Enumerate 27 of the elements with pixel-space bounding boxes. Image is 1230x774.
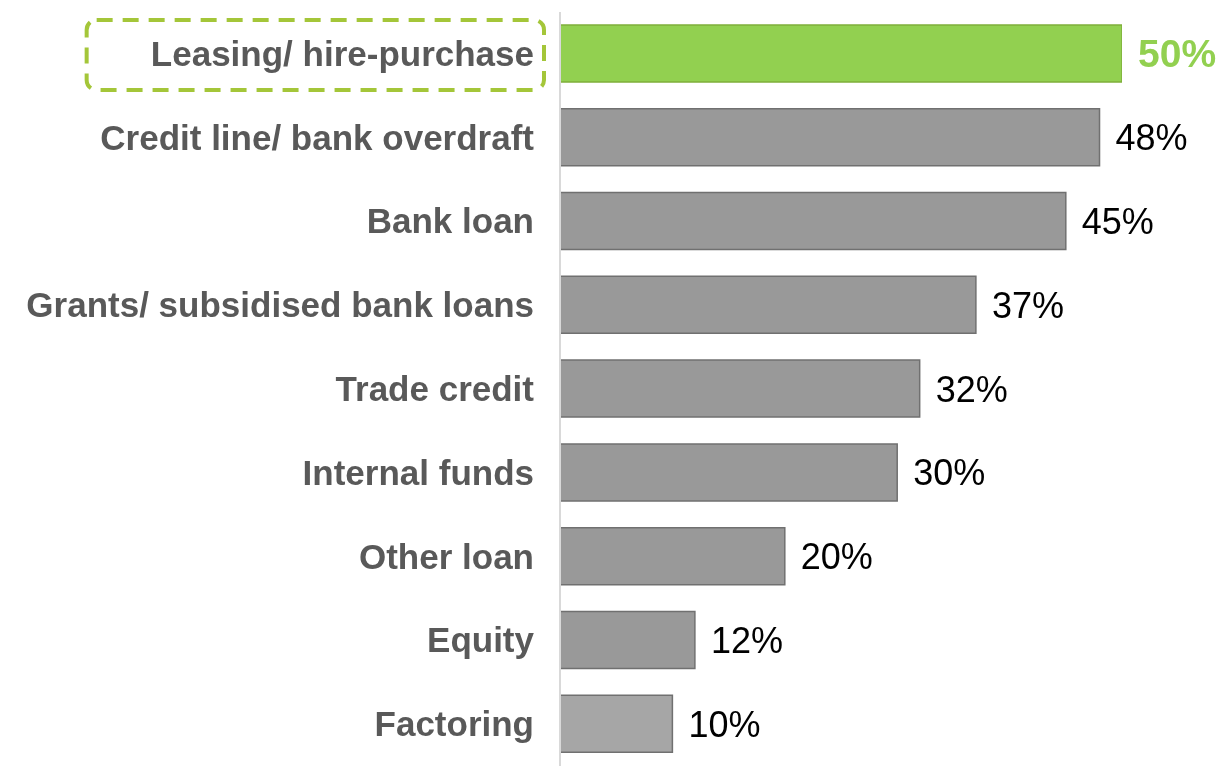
- y-tick-label: Other loan: [358, 536, 534, 576]
- y-tick-label: Trade credit: [335, 369, 535, 408]
- data-label: 48%: [1115, 117, 1188, 159]
- y-tick-label: Credit line/ bank overdraft: [100, 117, 535, 157]
- bar: [560, 694, 674, 753]
- bar: [560, 526, 786, 586]
- data-label: 30%: [913, 452, 986, 494]
- bar: [560, 191, 1067, 251]
- data-label: 20%: [800, 536, 873, 578]
- data-label: 12%: [710, 619, 783, 661]
- bar: [560, 275, 977, 335]
- data-label: 37%: [991, 284, 1064, 326]
- y-tick-label: Grants/ subsidised bank loans: [26, 285, 534, 325]
- y-tick-label: Equity: [427, 620, 535, 660]
- bar: [560, 24, 1122, 83]
- data-label: 32%: [935, 368, 1008, 410]
- y-tick-label: Bank loan: [366, 201, 534, 241]
- data-label: 50%: [1138, 31, 1217, 75]
- data-label: 45%: [1081, 201, 1154, 243]
- bar: [560, 359, 921, 418]
- y-tick-label: Factoring: [374, 704, 534, 744]
- bar: [560, 443, 898, 502]
- y-tick-label: Leasing/ hire-purchase: [150, 33, 534, 73]
- data-label: 10%: [688, 703, 761, 745]
- bar: [560, 610, 696, 670]
- y-tick-label: Internal funds: [302, 452, 534, 492]
- bar: [560, 108, 1101, 167]
